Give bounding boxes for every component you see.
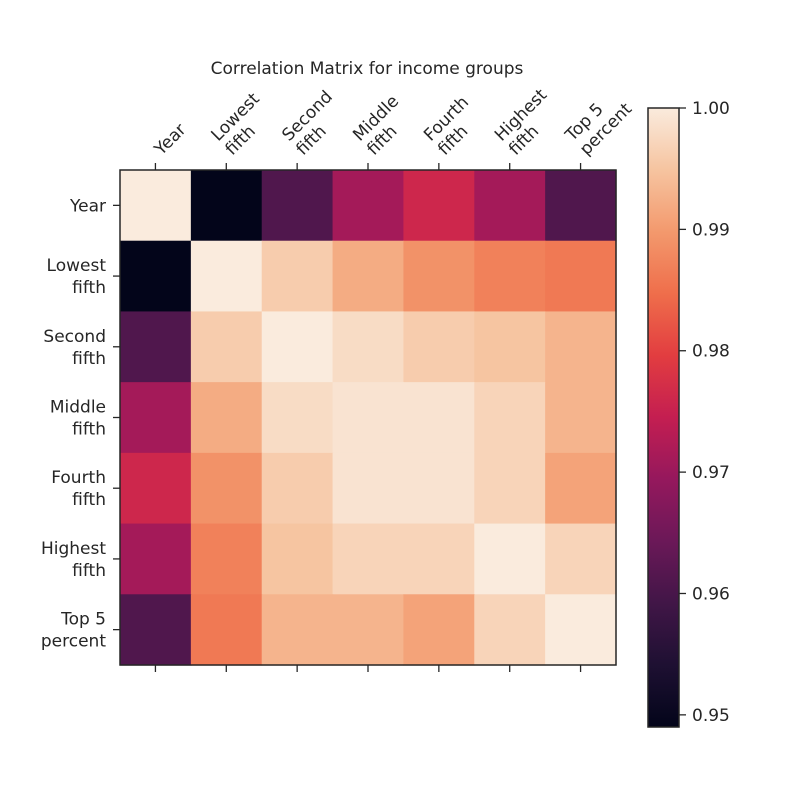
heatmap-cells	[120, 170, 617, 666]
heatmap-cell	[332, 452, 405, 525]
heatmap-cell	[474, 382, 546, 454]
heatmap-cell	[332, 240, 405, 313]
heatmap-cell	[120, 594, 192, 666]
heatmap-cell	[190, 594, 263, 666]
heatmap-cell	[190, 452, 263, 525]
heatmap-cell	[403, 452, 475, 525]
y-axis: Year Lowest fifth Second fifth Middle fifth Fou…	[41, 196, 120, 652]
heatmap-cell	[332, 382, 405, 454]
x-tick-label: Year	[150, 120, 190, 160]
colorbar: 0.95 0.96 0.97 0.98 0.99 1.00	[647, 99, 730, 728]
heatmap-cell	[120, 240, 192, 313]
heatmap-cell	[474, 594, 546, 666]
heatmap-cell	[120, 452, 192, 525]
x-tick-label: Highestfifth	[491, 85, 566, 160]
heatmap-cell	[545, 240, 617, 313]
heatmap-cell	[332, 311, 405, 383]
heatmap-cell	[474, 240, 546, 313]
colorbar-tick-label: 1.00	[692, 99, 730, 119]
y-tick-label: Year	[69, 196, 106, 216]
heatmap-cell	[190, 170, 263, 242]
heatmap-cell	[545, 382, 617, 454]
heatmap-cell	[261, 382, 334, 454]
heatmap-cell	[403, 382, 475, 454]
y-tick-label: Lowest fifth	[47, 256, 107, 298]
heatmap-cell	[261, 523, 334, 595]
heatmap-cell	[545, 311, 617, 383]
heatmap-cell	[261, 594, 334, 666]
x-tick-label: Lowestfifth	[208, 89, 279, 160]
heatmap-cell	[403, 170, 475, 242]
colorbar-ticks: 0.95 0.96 0.97 0.98 0.99 1.00	[679, 99, 730, 726]
heatmap-cell	[332, 170, 405, 242]
y-tick-label: Highest fifth	[41, 539, 106, 581]
heatmap-cell	[332, 523, 405, 595]
heatmap-cell	[474, 452, 546, 525]
colorbar-frame	[647, 107, 680, 728]
colorbar-tick-label: 0.96	[692, 584, 730, 604]
heatmap-cell	[545, 594, 617, 666]
heatmap-cell	[545, 523, 617, 595]
heatmap-cell	[120, 523, 192, 595]
y-tick-label: Fourth fifth	[51, 468, 106, 510]
heatmap-cell	[474, 523, 546, 595]
heatmap-cell	[261, 170, 334, 242]
colorbar-tick-label: 0.99	[692, 220, 730, 240]
chart-title: Correlation Matrix for income groups	[211, 59, 524, 79]
colorbar-tick-label: 0.95	[692, 706, 730, 726]
heatmap-cell	[403, 240, 475, 313]
heatmap-cell	[545, 170, 617, 242]
colorbar-tick-label: 0.97	[692, 463, 730, 483]
heatmap-cell	[545, 452, 617, 525]
y-tick-label: Middle fifth	[50, 398, 106, 440]
x-tick-label: Middlefifth	[349, 92, 417, 160]
heatmap-cell	[332, 594, 405, 666]
heatmap-cell	[403, 594, 475, 666]
heatmap-cell	[190, 523, 263, 595]
y-tick-label: Top 5 percent	[41, 610, 106, 652]
heatmap-cell	[474, 170, 546, 242]
heatmap-cell	[190, 382, 263, 454]
heatmap-cell	[403, 311, 475, 383]
x-tick-label: Secondfifth	[278, 87, 351, 160]
heatmap-cell	[261, 452, 334, 525]
heatmap-cell	[261, 240, 334, 313]
heatmap-cell	[120, 311, 192, 383]
heatmap-cell	[120, 382, 192, 454]
x-tick-label: Fourthfifth	[420, 93, 487, 160]
colorbar-tick-label: 0.98	[692, 342, 730, 362]
heatmap-cell	[474, 311, 546, 383]
y-tick-label: Second fifth	[43, 327, 106, 369]
x-tick-label: Top 5percent	[561, 85, 636, 160]
plot-frame	[119, 169, 617, 666]
colorbar-gradient	[648, 108, 679, 727]
heatmap-cell	[261, 311, 334, 383]
heatmap-cell	[190, 240, 263, 313]
heatmap-cell	[190, 311, 263, 383]
heatmap-cell	[120, 170, 192, 242]
heatmap-cell	[403, 523, 475, 595]
